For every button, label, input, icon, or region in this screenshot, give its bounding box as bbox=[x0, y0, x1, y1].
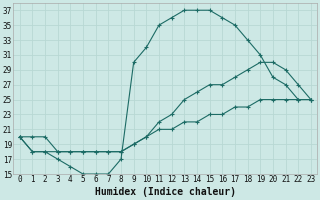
X-axis label: Humidex (Indice chaleur): Humidex (Indice chaleur) bbox=[95, 187, 236, 197]
